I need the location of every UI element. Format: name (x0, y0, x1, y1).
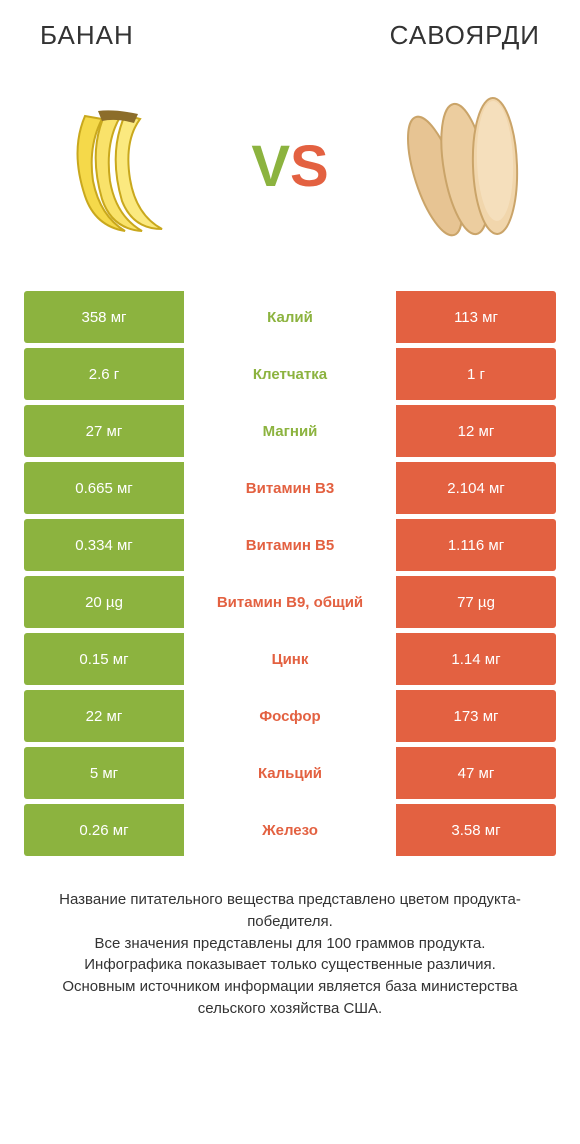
nutrient-row: 27 мгМагний12 мг (24, 405, 556, 457)
left-value: 5 мг (24, 747, 184, 799)
left-title: БАНАН (40, 20, 134, 51)
infographic: БАНАН САВОЯРДИ VS 358 мгКалий113 мг2 (0, 0, 580, 1040)
footer-line: Основным источником информации является … (30, 976, 550, 1020)
left-value: 0.26 мг (24, 804, 184, 856)
right-value: 12 мг (396, 405, 556, 457)
nutrient-name: Калий (184, 291, 396, 343)
nutrient-name: Витамин В5 (184, 519, 396, 571)
header: БАНАН САВОЯРДИ (0, 0, 580, 61)
right-value: 173 мг (396, 690, 556, 742)
nutrient-row: 0.665 мгВитамин B32.104 мг (24, 462, 556, 514)
right-value: 1 г (396, 348, 556, 400)
nutrient-row: 0.334 мгВитамин В51.116 мг (24, 519, 556, 571)
right-value: 77 µg (396, 576, 556, 628)
left-value: 27 мг (24, 405, 184, 457)
savoiardi-image (380, 81, 550, 251)
nutrient-row: 358 мгКалий113 мг (24, 291, 556, 343)
nutrient-row: 2.6 гКлетчатка1 г (24, 348, 556, 400)
left-value: 0.334 мг (24, 519, 184, 571)
nutrient-name: Фосфор (184, 690, 396, 742)
nutrient-name: Витамин B3 (184, 462, 396, 514)
left-value: 2.6 г (24, 348, 184, 400)
right-value: 2.104 мг (396, 462, 556, 514)
left-value: 0.15 мг (24, 633, 184, 685)
left-value: 0.665 мг (24, 462, 184, 514)
nutrient-row: 20 µgВитамин B9, общий77 µg (24, 576, 556, 628)
left-value: 358 мг (24, 291, 184, 343)
right-value: 113 мг (396, 291, 556, 343)
nutrient-row: 0.15 мгЦинк1.14 мг (24, 633, 556, 685)
vs-v: V (251, 133, 290, 200)
nutrient-table: 358 мгКалий113 мг2.6 гКлетчатка1 г27 мгМ… (0, 291, 580, 856)
vs-s: S (290, 133, 329, 200)
vs-label: VS (251, 133, 328, 200)
left-value: 20 µg (24, 576, 184, 628)
nutrient-name: Железо (184, 804, 396, 856)
right-title: САВОЯРДИ (390, 20, 540, 51)
banana-image (30, 81, 200, 251)
nutrient-name: Витамин B9, общий (184, 576, 396, 628)
nutrient-row: 5 мгКальций47 мг (24, 747, 556, 799)
right-value: 1.14 мг (396, 633, 556, 685)
left-value: 22 мг (24, 690, 184, 742)
right-value: 3.58 мг (396, 804, 556, 856)
nutrient-name: Цинк (184, 633, 396, 685)
nutrient-row: 0.26 мгЖелезо3.58 мг (24, 804, 556, 856)
footer-line: Название питательного вещества представл… (30, 889, 550, 933)
nutrient-name: Клетчатка (184, 348, 396, 400)
nutrient-row: 22 мгФосфор173 мг (24, 690, 556, 742)
footer-line: Все значения представлены для 100 граммо… (30, 933, 550, 955)
right-value: 1.116 мг (396, 519, 556, 571)
hero: VS (0, 61, 580, 291)
nutrient-name: Кальций (184, 747, 396, 799)
nutrient-name: Магний (184, 405, 396, 457)
footer-line: Инфографика показывает только существенн… (30, 954, 550, 976)
footer-text: Название питательного вещества представл… (0, 861, 580, 1040)
right-value: 47 мг (396, 747, 556, 799)
